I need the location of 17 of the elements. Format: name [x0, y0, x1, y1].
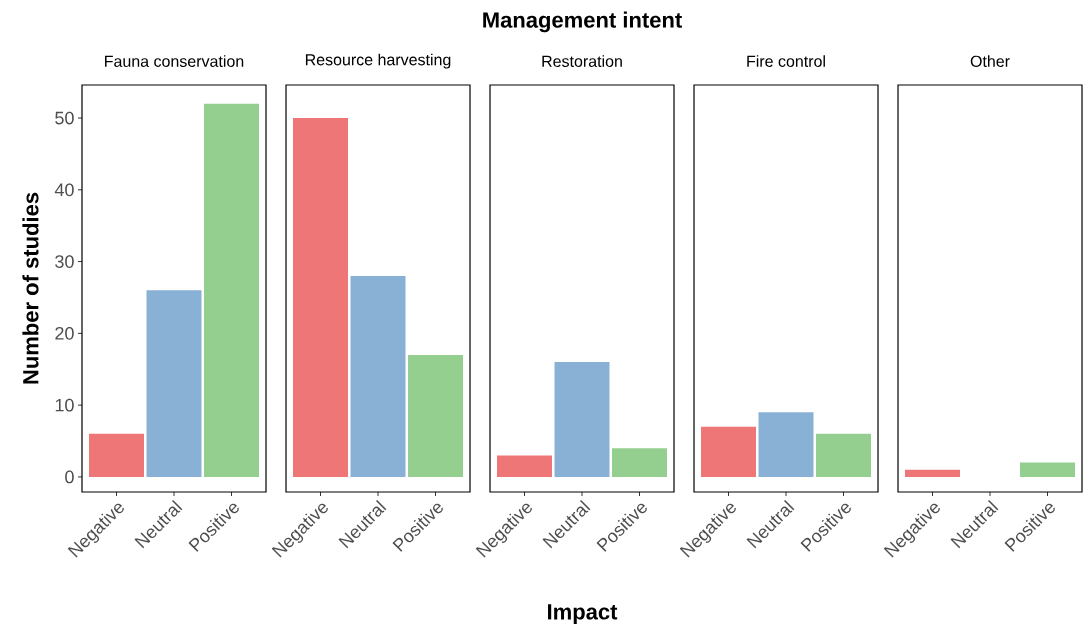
y-tick-label: 20 — [55, 326, 74, 340]
x-axis-title: Impact — [548, 604, 618, 624]
y-tick-label: 30 — [55, 255, 74, 268]
chart-title: Other — [970, 55, 1010, 67]
bar — [146, 290, 202, 477]
chart-title: Resource harvesting — [305, 53, 451, 69]
bar — [89, 433, 144, 477]
bar — [204, 103, 260, 477]
y-tick-label: 50 — [55, 111, 74, 125]
y-tick-label: 0 — [65, 470, 74, 484]
y-tick-label: 10 — [55, 398, 74, 412]
chart-title: Fire control — [747, 55, 825, 67]
chart-title: Restoration — [542, 55, 622, 67]
chart-title: Fauna conservation — [105, 55, 244, 67]
y-tick-label: 40 — [54, 183, 74, 197]
y-axis-title: Number of studies — [22, 192, 39, 384]
text: Management intent — [483, 11, 682, 33]
